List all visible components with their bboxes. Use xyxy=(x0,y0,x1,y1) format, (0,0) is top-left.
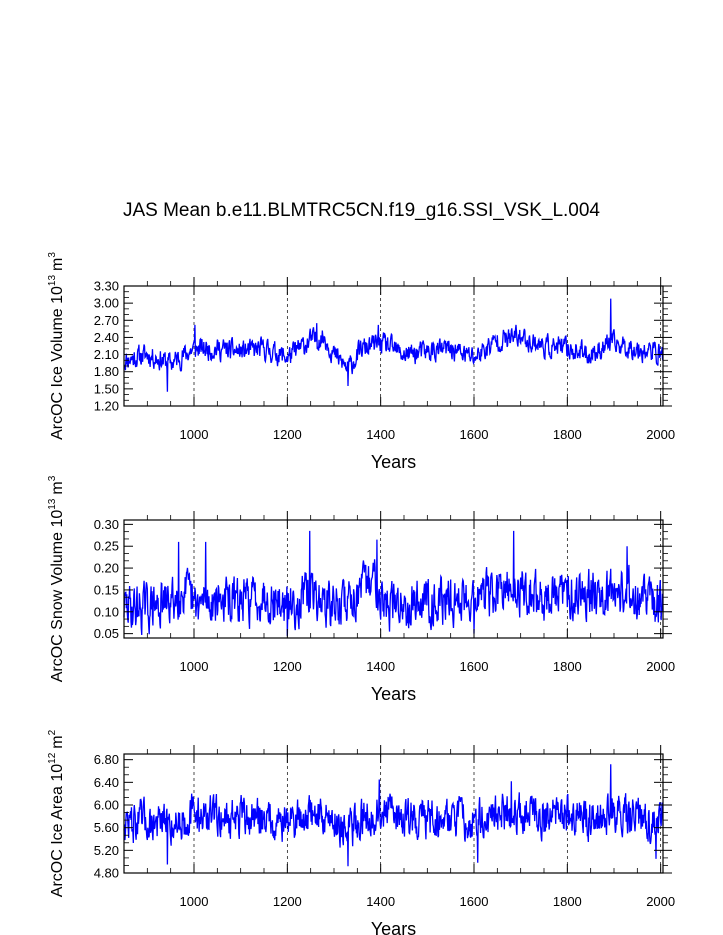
y-tick-label: 3.00 xyxy=(94,296,119,311)
x-tick-label: 1200 xyxy=(273,659,302,674)
x-tick-label: 1600 xyxy=(460,659,489,674)
plot-frame xyxy=(123,519,664,639)
x-tick-label: 1800 xyxy=(553,427,582,442)
x-tick-label: 1400 xyxy=(366,427,395,442)
y-tick-label: 0.15 xyxy=(94,582,119,597)
y-tick-label: 6.80 xyxy=(94,752,119,767)
y-tick-label: 0.30 xyxy=(94,517,119,532)
y-tick-label: 1.50 xyxy=(94,381,119,396)
y-tick-label: 2.40 xyxy=(94,330,119,345)
ice-volume-panel: 1000 1200 1400 1600 1800 2000 1.20 1.50 1.80 2.10… xyxy=(47,252,675,472)
x-tick-label: 1600 xyxy=(460,894,489,909)
chart-title: JAS Mean b.e11.BLMTRC5CN.f19_g16.SSI_VSK… xyxy=(122,200,601,221)
y-axis-label: ArcOC Ice Area 1012m2 xyxy=(47,729,66,897)
y-tick-label: 0.20 xyxy=(94,561,119,576)
series-line xyxy=(123,764,664,867)
x-axis-label: Years xyxy=(371,452,416,472)
ice-area-panel: 1000 1200 1400 1600 1800 2000 4.80 5.20 5.60 6.00… xyxy=(47,729,675,935)
x-tick-label: 2000 xyxy=(646,894,675,909)
y-tick-label: 1.80 xyxy=(94,364,119,379)
plot-frame xyxy=(123,285,664,407)
plot-frame xyxy=(123,753,664,874)
y-axis-label: ArcOC Ice Volume 1013m3 xyxy=(47,252,66,440)
y-tick-label: 5.60 xyxy=(94,820,119,835)
y-tick-label: 4.80 xyxy=(94,866,119,881)
x-axis-label: Years xyxy=(371,684,416,704)
y-axis-label: ArcOC Snow Volume 1013m3 xyxy=(47,475,66,682)
x-tick-label: 2000 xyxy=(646,427,675,442)
x-tick-label: 2000 xyxy=(646,659,675,674)
x-tick-label: 1200 xyxy=(273,427,302,442)
x-tick-label: 1400 xyxy=(366,659,395,674)
y-tick-label: 6.00 xyxy=(94,798,119,813)
y-tick-label: 5.20 xyxy=(94,843,119,858)
x-tick-label: 1800 xyxy=(553,659,582,674)
y-tick-label: 2.70 xyxy=(94,313,119,328)
x-tick-label: 1400 xyxy=(366,894,395,909)
y-tick-label: 6.40 xyxy=(94,775,119,790)
series-line xyxy=(123,298,664,392)
series-line xyxy=(123,530,664,636)
x-tick-label: 1000 xyxy=(180,659,209,674)
y-tick-label: 0.05 xyxy=(94,626,119,641)
x-tick-label: 1600 xyxy=(460,427,489,442)
y-tick-label: 2.10 xyxy=(94,347,119,362)
x-tick-label: 1800 xyxy=(553,894,582,909)
y-tick-label: 0.25 xyxy=(94,539,119,554)
x-tick-label: 1200 xyxy=(273,894,302,909)
y-tick-label: 3.30 xyxy=(94,279,119,294)
snow-volume-panel: 1000 1200 1400 1600 1800 2000 0.05 0.10 0.15 0.20… xyxy=(47,475,675,704)
x-axis-label: Years xyxy=(371,919,416,935)
x-tick-label: 1000 xyxy=(180,894,209,909)
y-tick-label: 1.20 xyxy=(94,399,119,414)
y-tick-label: 0.10 xyxy=(94,604,119,619)
x-tick-label: 1000 xyxy=(180,427,209,442)
